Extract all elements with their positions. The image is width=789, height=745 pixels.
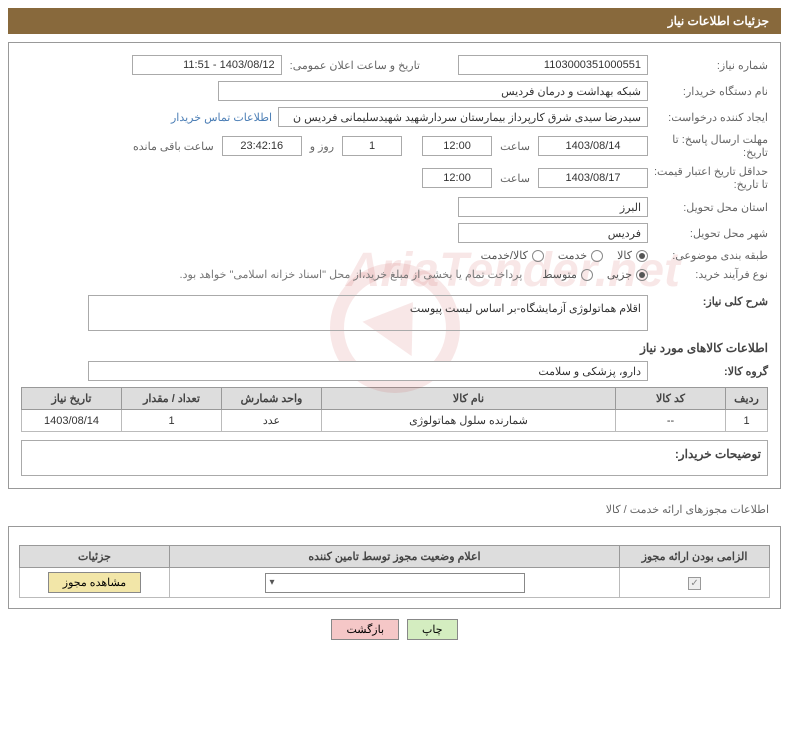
countdown: 23:42:16: [222, 136, 302, 156]
permit-header-row: الزامی بودن ارائه مجوز اعلام وضعیت مجوز …: [20, 546, 770, 568]
cell-detail: مشاهده مجوز: [20, 568, 170, 598]
table-header-row: ردیف کد کالا نام کالا واحد شمارش تعداد /…: [22, 388, 768, 410]
radio-both[interactable]: کالا/خدمت: [481, 249, 544, 262]
col-unit: واحد شمارش: [222, 388, 322, 410]
city-label: شهر محل تحویل:: [648, 227, 768, 240]
days-label: روز و: [302, 140, 342, 153]
deadline-label: مهلت ارسال پاسخ: تا تاریخ:: [648, 133, 768, 159]
cell-row: 1: [726, 410, 768, 432]
need-number-label: شماره نیاز:: [648, 59, 768, 72]
deadline-time: 12:00: [422, 136, 492, 156]
permit-table: الزامی بودن ارائه مجوز اعلام وضعیت مجوز …: [19, 545, 770, 598]
city-value: فردیس: [458, 223, 648, 243]
cell-name: شمارنده سلول هماتولوژی: [322, 410, 616, 432]
status-dropdown[interactable]: [265, 573, 525, 593]
cell-unit: عدد: [222, 410, 322, 432]
permit-row: ✓ مشاهده مجوز: [20, 568, 770, 598]
buyer-org-label: نام دستگاه خریدار:: [648, 85, 768, 98]
desc-label: شرح کلی نیاز:: [648, 295, 768, 308]
page-header: جزئیات اطلاعات نیاز: [8, 8, 781, 34]
cell-mandatory: ✓: [620, 568, 770, 598]
buyer-contact-link[interactable]: اطلاعات تماس خریدار: [171, 111, 272, 124]
items-header: اطلاعات کالاهای مورد نیاز: [21, 341, 768, 355]
requester-label: ایجاد کننده درخواست:: [648, 111, 768, 124]
row-province: استان محل تحویل: البرز: [21, 197, 768, 217]
row-process: نوع فرآیند خرید: جزیی متوسط پرداخت تمام …: [21, 268, 768, 281]
row-city: شهر محل تحویل: فردیس: [21, 223, 768, 243]
permit-section-header: اطلاعات مجوزهای ارائه خدمت / کالا: [8, 497, 781, 522]
province-value: البرز: [458, 197, 648, 217]
desc-box: اقلام هماتولوژی آزمایشگاه-بر اساس لیست پ…: [88, 295, 648, 331]
category-radio-group: کالا خدمت کالا/خدمت: [481, 249, 648, 262]
need-number-value: 1103000351000551: [458, 55, 648, 75]
hour-label-2: ساعت: [492, 172, 538, 185]
cell-qty: 1: [122, 410, 222, 432]
row-deadline: مهلت ارسال پاسخ: تا تاریخ: 1403/08/14 سا…: [21, 133, 768, 159]
row-desc: شرح کلی نیاز: اقلام هماتولوژی آزمایشگاه-…: [21, 295, 768, 331]
print-button[interactable]: چاپ: [407, 619, 458, 640]
col-mandatory: الزامی بودن ارائه مجوز: [620, 546, 770, 568]
table-row: 1 -- شمارنده سلول هماتولوژی عدد 1 1403/0…: [22, 410, 768, 432]
view-permit-button[interactable]: مشاهده مجوز: [48, 572, 141, 593]
col-detail: جزئیات: [20, 546, 170, 568]
header-title: جزئیات اطلاعات نیاز: [668, 14, 769, 28]
radio-icon: [636, 250, 648, 262]
cell-code: --: [616, 410, 726, 432]
hour-label-1: ساعت: [492, 140, 538, 153]
buyer-org-value: شبکه بهداشت و درمان فردیس: [218, 81, 648, 101]
buyer-note-box: توضیحات خریدار:: [21, 440, 768, 476]
col-status: اعلام وضعیت مجوز توسط تامین کننده: [170, 546, 620, 568]
row-category: طبقه بندی موضوعی: کالا خدمت کالا/خدمت: [21, 249, 768, 262]
col-qty: تعداد / مقدار: [122, 388, 222, 410]
items-table: ردیف کد کالا نام کالا واحد شمارش تعداد /…: [21, 387, 768, 432]
process-radio-group: جزیی متوسط: [542, 268, 648, 281]
row-buyer-org: نام دستگاه خریدار: شبکه بهداشت و درمان ف…: [21, 81, 768, 101]
validity-label: حداقل تاریخ اعتبار قیمت: تا تاریخ:: [648, 165, 768, 191]
col-date: تاریخ نیاز: [22, 388, 122, 410]
requester-value: سیدرضا سیدی شرق کارپرداز بیمارستان سردار…: [278, 107, 648, 127]
deadline-date: 1403/08/14: [538, 136, 648, 156]
cell-status: [170, 568, 620, 598]
radio-goods[interactable]: کالا: [617, 249, 648, 262]
validity-date: 1403/08/17: [538, 168, 648, 188]
payment-note: پرداخت تمام یا بخشی از مبلغ خرید،از محل …: [180, 268, 523, 281]
group-value: دارو، پزشکی و سلامت: [88, 361, 648, 381]
radio-icon: [581, 269, 593, 281]
radio-icon: [591, 250, 603, 262]
validity-time: 12:00: [422, 168, 492, 188]
province-label: استان محل تحویل:: [648, 201, 768, 214]
announce-value: 1403/08/12 - 11:51: [132, 55, 282, 75]
group-label: گروه کالا:: [648, 365, 768, 378]
radio-small[interactable]: جزیی: [607, 268, 648, 281]
col-code: کد کالا: [616, 388, 726, 410]
col-name: نام کالا: [322, 388, 616, 410]
row-need-number: شماره نیاز: 1103000351000551 تاریخ و ساع…: [21, 55, 768, 75]
radio-medium[interactable]: متوسط: [542, 268, 593, 281]
permit-panel: الزامی بودن ارائه مجوز اعلام وضعیت مجوز …: [8, 526, 781, 609]
remaining-label: ساعت باقی مانده: [125, 140, 222, 153]
process-label: نوع فرآیند خرید:: [648, 268, 768, 281]
category-label: طبقه بندی موضوعی:: [648, 249, 768, 262]
cell-date: 1403/08/14: [22, 410, 122, 432]
radio-service[interactable]: خدمت: [558, 249, 603, 262]
row-validity: حداقل تاریخ اعتبار قیمت: تا تاریخ: 1403/…: [21, 165, 768, 191]
mandatory-checkbox[interactable]: ✓: [688, 577, 701, 590]
announce-label: تاریخ و ساعت اعلان عمومی:: [282, 59, 428, 72]
row-group: گروه کالا: دارو، پزشکی و سلامت: [21, 361, 768, 381]
buyer-note-label: توضیحات خریدار:: [651, 447, 761, 461]
col-row: ردیف: [726, 388, 768, 410]
main-panel: AriaTender.net شماره نیاز: 1103000351000…: [8, 42, 781, 489]
days-value: 1: [342, 136, 402, 156]
footer-buttons: چاپ بازگشت: [0, 619, 789, 640]
row-requester: ایجاد کننده درخواست: سیدرضا سیدی شرق کار…: [21, 107, 768, 127]
radio-icon: [636, 269, 648, 281]
radio-icon: [532, 250, 544, 262]
back-button[interactable]: بازگشت: [331, 619, 399, 640]
